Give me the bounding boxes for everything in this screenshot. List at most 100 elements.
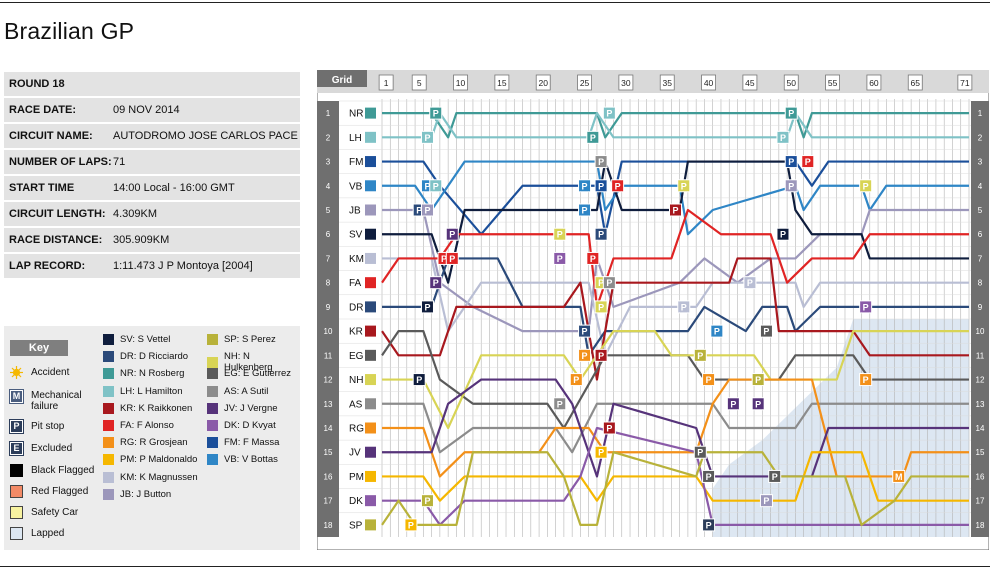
grid-driver-code: KM	[349, 254, 364, 265]
driver-color-swatch	[103, 471, 114, 483]
marker-label: P	[706, 472, 712, 482]
driver-legend-label: FA: F Alonso	[120, 420, 174, 431]
driver-line-lh	[382, 112, 969, 139]
lap-tick-label: 65	[911, 78, 921, 88]
grid-driver-code: EG	[349, 351, 364, 362]
pit-stop-marker	[578, 348, 592, 362]
pit-stop-icon: P	[9, 419, 24, 434]
legend-label: Black Flagged	[31, 465, 95, 476]
position-label-right: 10	[976, 327, 985, 336]
grid-driver-code: JV	[349, 448, 361, 459]
grid-driver-swatch	[365, 131, 376, 143]
pit-stop-marker	[710, 324, 724, 338]
marker-label: P	[863, 302, 869, 312]
marker-label: P	[416, 375, 422, 385]
driver-legend-label: JB: J Button	[120, 488, 172, 500]
position-label-left: 18	[324, 521, 333, 530]
marker-label: P	[424, 181, 430, 191]
marker-label: P	[582, 351, 588, 361]
grid-driver-swatch	[365, 180, 376, 192]
pit-stop-marker	[702, 518, 716, 532]
grid-driver-code: FA	[349, 278, 362, 289]
grid-driver-swatch	[365, 156, 376, 168]
lap-tick-label: 25	[580, 78, 590, 88]
driver-legend-label: NH: N Hulkenberg	[224, 351, 273, 374]
pit-stop-marker	[751, 373, 765, 387]
grid-driver-code: AS	[349, 399, 363, 410]
position-label-left: 3	[326, 158, 331, 167]
marker-label: P	[772, 472, 778, 482]
driver-legend-label: FM: F Massa	[224, 437, 280, 449]
lap-tick-box	[659, 74, 675, 91]
lap-tick-label: 5	[417, 78, 422, 88]
pit-stop-marker	[578, 179, 592, 193]
info-value: 1:11.473 J P Montoya [2004]	[113, 260, 253, 272]
pit-stop-marker	[578, 324, 592, 338]
lap-tick-box	[378, 74, 394, 91]
info-label: RACE DISTANCE:	[9, 234, 103, 246]
marker-label: P	[416, 206, 422, 216]
info-row-start-time: START TIME 14:00 Local - 16:00 GMT	[4, 176, 300, 200]
left-position-band	[317, 101, 339, 537]
position-label-right: 16	[976, 472, 985, 481]
marker-label: P	[433, 109, 439, 119]
info-value: 71	[113, 156, 126, 168]
driver-line-nh	[382, 330, 969, 430]
grid-driver-code: FM	[349, 157, 363, 168]
bottom-rule	[0, 566, 990, 567]
position-label-left: 1	[326, 109, 331, 118]
grid-driver-swatch	[365, 349, 376, 361]
pit-stop-marker	[578, 203, 592, 217]
pit-stop-marker	[594, 227, 608, 241]
marker-label: P	[763, 327, 769, 337]
pit-stop-marker	[553, 397, 567, 411]
grid-driver-code: LH	[349, 133, 362, 144]
lap-tick-box	[535, 74, 551, 91]
info-row-number-of-laps: NUMBER OF LAPS: 71	[4, 150, 300, 174]
info-label: CIRCUIT NAME:	[9, 130, 93, 142]
marker-label: P	[780, 133, 786, 143]
legend-label: Mechanical failure	[31, 390, 82, 412]
driver-line-pm	[382, 451, 969, 502]
position-label-right: 7	[978, 254, 983, 263]
lap-tick-label: 30	[621, 78, 631, 88]
driver-color-swatch	[207, 334, 218, 345]
legend-heading: Key	[10, 340, 68, 356]
marker-label: P	[598, 181, 604, 191]
position-label-left: 17	[324, 497, 333, 506]
position-label-right: 9	[978, 303, 983, 312]
pit-stop-marker	[586, 251, 600, 265]
grid-driver-swatch	[365, 301, 376, 313]
race-info-panel: ROUND 18 RACE DATE: 09 NOV 2014 CIRCUIT N…	[4, 72, 300, 280]
pit-stop-marker	[743, 276, 757, 290]
marker-label: P	[598, 157, 604, 167]
marker-label: P	[433, 181, 439, 191]
marker-label: P	[755, 375, 761, 385]
driver-legend-label: DR: D Ricciardo	[120, 351, 189, 363]
grid-driver-code: KR	[349, 327, 363, 338]
position-label-left: 10	[324, 327, 333, 336]
lap-tick-label: 60	[869, 78, 879, 88]
driver-legend-item: FA: F Alonso	[103, 420, 174, 431]
grid-driver-swatch	[365, 519, 376, 531]
grid-driver-swatch	[365, 252, 376, 264]
grid-driver-swatch	[365, 446, 376, 458]
black-flag-swatch	[10, 464, 23, 477]
marker-label: P	[714, 327, 720, 337]
driver-legend-label: AS: A Sutil	[224, 385, 269, 397]
info-value: 4.309KM	[113, 208, 158, 220]
grid-driver-swatch	[365, 495, 376, 507]
marker-label: P	[582, 327, 588, 337]
lap-tick-box	[907, 74, 923, 91]
safety-car-swatch	[10, 506, 23, 519]
pit-stop-marker	[602, 421, 616, 435]
lap-tick-box	[618, 74, 634, 91]
marker-label: P	[408, 520, 414, 530]
pit-stop-marker	[759, 324, 773, 338]
right-position-band	[971, 101, 989, 537]
marker-label: P	[788, 109, 794, 119]
pit-stop-marker	[429, 106, 443, 120]
pit-stop-marker	[611, 179, 625, 193]
pit-stop-marker	[702, 373, 716, 387]
marker-label: P	[598, 448, 604, 458]
